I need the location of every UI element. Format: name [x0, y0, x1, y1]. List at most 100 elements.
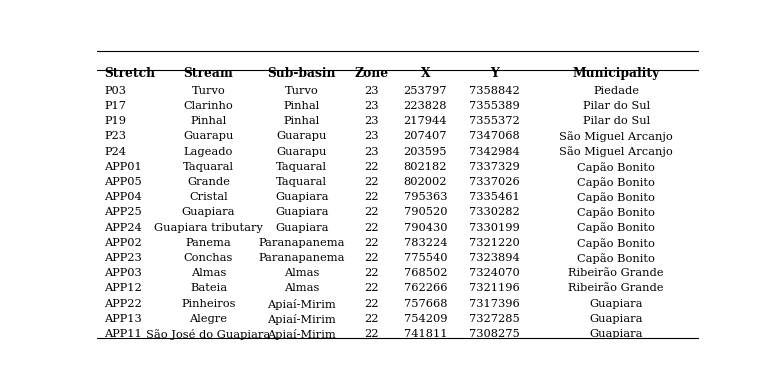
Text: Apiaí-Mirim: Apiaí-Mirim	[267, 314, 336, 325]
Text: P03: P03	[104, 86, 127, 96]
Text: Paranapanema: Paranapanema	[259, 238, 345, 248]
Text: Pinhal: Pinhal	[284, 116, 320, 126]
Text: 22: 22	[364, 314, 378, 324]
Text: Guapiara: Guapiara	[275, 192, 329, 202]
Text: 7321220: 7321220	[469, 238, 520, 248]
Text: 22: 22	[364, 207, 378, 217]
Text: 22: 22	[364, 253, 378, 263]
Text: 783224: 783224	[403, 238, 447, 248]
Text: 203595: 203595	[403, 147, 447, 157]
Text: 22: 22	[364, 162, 378, 172]
Text: Pilar do Sul: Pilar do Sul	[583, 101, 650, 111]
Text: São Miguel Arcanjo: São Miguel Arcanjo	[559, 147, 673, 158]
Text: Municipality: Municipality	[573, 67, 660, 80]
Text: 757668: 757668	[403, 298, 447, 308]
Text: APP22: APP22	[104, 298, 142, 308]
Text: 22: 22	[364, 298, 378, 308]
Text: 7358842: 7358842	[469, 86, 520, 96]
Text: Capão Bonito: Capão Bonito	[577, 253, 655, 264]
Text: 7330199: 7330199	[469, 223, 520, 233]
Text: 22: 22	[364, 192, 378, 202]
Text: 7324070: 7324070	[469, 268, 520, 278]
Text: Capão Bonito: Capão Bonito	[577, 162, 655, 173]
Text: Ribeirão Grande: Ribeirão Grande	[569, 268, 664, 278]
Text: São José do Guapiara: São José do Guapiara	[146, 329, 270, 340]
Text: 7347068: 7347068	[469, 131, 520, 141]
Text: Grande: Grande	[187, 177, 230, 187]
Text: APP04: APP04	[104, 192, 142, 202]
Text: 22: 22	[364, 268, 378, 278]
Text: Pinheiros: Pinheiros	[181, 298, 235, 308]
Text: APP05: APP05	[104, 177, 142, 187]
Text: Guapiara: Guapiara	[275, 223, 329, 233]
Text: 7337329: 7337329	[469, 162, 520, 172]
Text: APP02: APP02	[104, 238, 142, 248]
Text: 7355389: 7355389	[469, 101, 520, 111]
Text: Taquaral: Taquaral	[277, 177, 327, 187]
Text: 790430: 790430	[403, 223, 447, 233]
Text: Capão Bonito: Capão Bonito	[577, 207, 655, 218]
Text: Apiaí-Mirim: Apiaí-Mirim	[267, 298, 336, 310]
Text: Ribeirão Grande: Ribeirão Grande	[569, 283, 664, 293]
Text: Lageado: Lageado	[184, 147, 233, 157]
Text: 23: 23	[364, 131, 378, 141]
Text: Zone: Zone	[354, 67, 388, 80]
Text: 7335461: 7335461	[469, 192, 520, 202]
Text: 23: 23	[364, 101, 378, 111]
Text: APP11: APP11	[104, 329, 142, 339]
Text: Guapiara: Guapiara	[275, 207, 329, 217]
Text: 7330282: 7330282	[469, 207, 520, 217]
Text: 7327285: 7327285	[469, 314, 520, 324]
Text: Stretch: Stretch	[104, 67, 155, 80]
Text: 768502: 768502	[403, 268, 447, 278]
Text: APP12: APP12	[104, 283, 142, 293]
Text: 802182: 802182	[403, 162, 447, 172]
Text: APP13: APP13	[104, 314, 142, 324]
Text: Guarapu: Guarapu	[277, 131, 327, 141]
Text: 253797: 253797	[403, 86, 447, 96]
Text: APP25: APP25	[104, 207, 142, 217]
Text: Bateia: Bateia	[190, 283, 227, 293]
Text: Taquaral: Taquaral	[183, 162, 234, 172]
Text: Almas: Almas	[191, 268, 226, 278]
Text: Paranapanema: Paranapanema	[259, 253, 345, 263]
Text: 790520: 790520	[403, 207, 447, 217]
Text: Panema: Panema	[186, 238, 232, 248]
Text: Apiaí-Mirim: Apiaí-Mirim	[267, 329, 336, 340]
Text: 23: 23	[364, 86, 378, 96]
Text: 741811: 741811	[403, 329, 447, 339]
Text: 7323894: 7323894	[469, 253, 520, 263]
Text: Guapiara tributary: Guapiara tributary	[154, 223, 263, 233]
Text: Alegre: Alegre	[190, 314, 228, 324]
Text: Taquaral: Taquaral	[277, 162, 327, 172]
Text: 217944: 217944	[403, 116, 447, 126]
Text: Guarapu: Guarapu	[277, 147, 327, 157]
Text: P17: P17	[104, 101, 127, 111]
Text: 762266: 762266	[403, 283, 447, 293]
Text: Capão Bonito: Capão Bonito	[577, 177, 655, 188]
Text: P24: P24	[104, 147, 127, 157]
Text: APP23: APP23	[104, 253, 142, 263]
Text: 7308275: 7308275	[469, 329, 520, 339]
Text: Guapiara: Guapiara	[182, 207, 235, 217]
Text: Y: Y	[490, 67, 499, 80]
Text: Turvo: Turvo	[192, 86, 225, 96]
Text: São Miguel Arcanjo: São Miguel Arcanjo	[559, 131, 673, 142]
Text: Capão Bonito: Capão Bonito	[577, 223, 655, 233]
Text: APP01: APP01	[104, 162, 142, 172]
Text: 22: 22	[364, 238, 378, 248]
Text: 802002: 802002	[403, 177, 447, 187]
Text: X: X	[420, 67, 430, 80]
Text: Guapiara: Guapiara	[590, 298, 643, 308]
Text: 23: 23	[364, 116, 378, 126]
Text: Pinhal: Pinhal	[284, 101, 320, 111]
Text: 23: 23	[364, 147, 378, 157]
Text: Almas: Almas	[284, 268, 319, 278]
Text: 22: 22	[364, 177, 378, 187]
Text: Conchas: Conchas	[184, 253, 233, 263]
Text: APP03: APP03	[104, 268, 142, 278]
Text: Guapiara: Guapiara	[590, 329, 643, 339]
Text: APP24: APP24	[104, 223, 142, 233]
Text: Cristal: Cristal	[190, 192, 228, 202]
Text: 775540: 775540	[403, 253, 447, 263]
